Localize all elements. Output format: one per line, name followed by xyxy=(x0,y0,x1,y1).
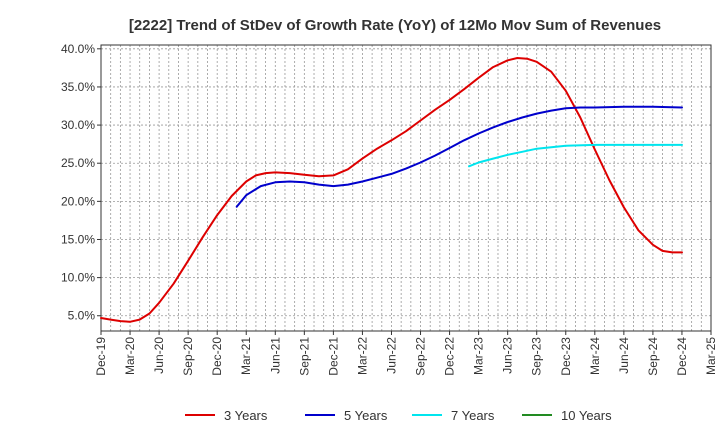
x-tick-label: Dec-23 xyxy=(559,337,573,376)
x-tick-label: Sep-23 xyxy=(530,337,544,376)
y-tick-label: 20.0% xyxy=(61,194,95,208)
x-tick-label: Dec-24 xyxy=(675,337,689,376)
y-tick-label: 10.0% xyxy=(61,271,95,285)
x-tick-label: Mar-25 xyxy=(704,337,718,375)
x-tick-label: Jun-22 xyxy=(384,337,398,374)
x-tick-label: Mar-20 xyxy=(123,337,137,375)
x-tick-label: Dec-21 xyxy=(326,337,340,376)
grid-layer xyxy=(101,45,711,331)
legend-label-3-years: 3 Years xyxy=(224,408,268,423)
legend: 3 Years 5 Years 7 Years 10 Years xyxy=(185,408,612,423)
y-tick-label: 15.0% xyxy=(61,232,95,246)
x-tick-label: Dec-20 xyxy=(210,337,224,376)
y-tick-label: 5.0% xyxy=(68,309,96,323)
x-tick-label: Jun-24 xyxy=(617,337,631,374)
series-layer xyxy=(100,57,683,323)
x-tick-label: Jun-23 xyxy=(501,337,515,374)
y-tick-label: 40.0% xyxy=(61,42,95,56)
x-tick-label: Sep-24 xyxy=(646,337,660,376)
x-tick-label: Mar-24 xyxy=(588,337,602,375)
series-line-7-years xyxy=(468,143,683,168)
x-tick-label: Mar-21 xyxy=(239,337,253,375)
plot-frame xyxy=(100,44,712,332)
legend-label-7-years: 7 Years xyxy=(451,408,495,423)
y-tick-label: 25.0% xyxy=(61,156,95,170)
x-tick-label: Jun-20 xyxy=(152,337,166,374)
series-line-5-years xyxy=(235,105,683,208)
chart-title: [2222] Trend of StDev of Growth Rate (Yo… xyxy=(129,17,661,34)
legend-label-10-years: 10 Years xyxy=(561,408,612,423)
axis-layer: 5.0% 10.0% 15.0% 20.0% 25.0% 30.0% 35.0% 40.0% D… xyxy=(61,42,718,376)
x-tick-label: Mar-22 xyxy=(355,337,369,375)
y-tick-label: 35.0% xyxy=(61,80,95,94)
x-tick-label: Dec-22 xyxy=(443,337,457,376)
x-tick-label: Mar-23 xyxy=(472,337,486,375)
x-tick-label: Sep-20 xyxy=(181,337,195,376)
x-tick-label: Dec-19 xyxy=(94,337,108,376)
series-line-3-years xyxy=(100,57,683,323)
x-tick-label: Sep-22 xyxy=(414,337,428,376)
x-tick-label: Sep-21 xyxy=(297,337,311,376)
plot-area xyxy=(101,45,711,331)
y-tick-label: 30.0% xyxy=(61,118,95,132)
legend-label-5-years: 5 Years xyxy=(344,408,388,423)
x-tick-label: Jun-21 xyxy=(268,337,282,374)
